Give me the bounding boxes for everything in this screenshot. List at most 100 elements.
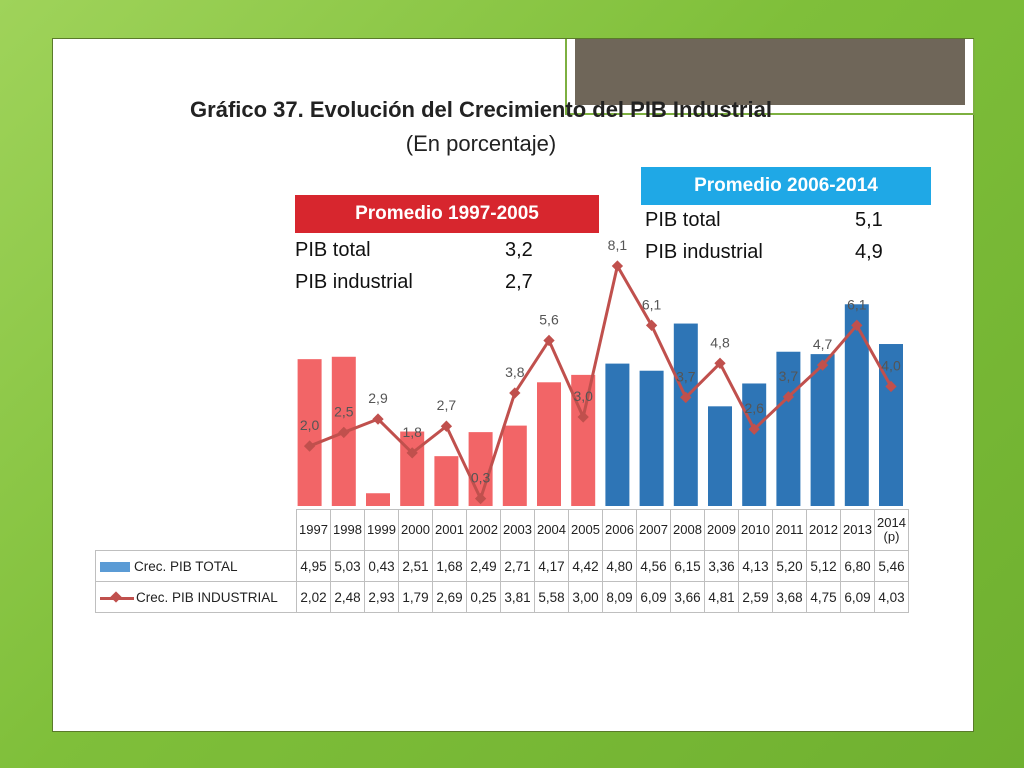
table-cell-pib-industrial: 8,09 bbox=[602, 581, 637, 613]
table-cell-pib-industrial: 2,02 bbox=[296, 581, 331, 613]
box1-pib-industrial-value: 2,7 bbox=[505, 271, 533, 293]
legend-bar-swatch bbox=[100, 561, 130, 572]
table-cell-pib-total: 5,12 bbox=[806, 550, 841, 582]
data-label: 6,1 bbox=[642, 296, 662, 312]
table-cell-pib-total: 4,17 bbox=[534, 550, 569, 582]
table-cell-pib-industrial: 4,81 bbox=[704, 581, 739, 613]
table-cell-pib-industrial: 3,68 bbox=[772, 581, 807, 613]
tick-label: 1997 bbox=[296, 509, 331, 551]
table-cell-pib-industrial: 2,59 bbox=[738, 581, 773, 613]
tick-label: 2013 bbox=[840, 509, 875, 551]
line-point-marker bbox=[748, 423, 760, 435]
table-cell-pib-total: 0,43 bbox=[364, 550, 399, 582]
table-cell-pib-industrial: 4,03 bbox=[874, 581, 909, 613]
line-point-marker bbox=[406, 447, 418, 459]
bar-pib-total bbox=[502, 425, 527, 506]
line-point-marker bbox=[885, 380, 897, 393]
line-point-marker bbox=[543, 334, 555, 347]
data-label: 6,1 bbox=[847, 296, 867, 312]
tick-label: 2007 bbox=[636, 509, 671, 551]
box1-pib-industrial-label: PIB industrial bbox=[295, 271, 413, 293]
box1-pib-total-label: PIB total bbox=[295, 239, 371, 261]
slide-top-tab bbox=[565, 39, 975, 115]
line-point-marker bbox=[645, 319, 658, 331]
data-label: 3,8 bbox=[505, 364, 525, 380]
data-label: 0,3 bbox=[471, 470, 491, 486]
table-cell-pib-industrial: 4,75 bbox=[806, 581, 841, 613]
data-label: 8,1 bbox=[608, 237, 628, 253]
bar-pib-total bbox=[776, 351, 801, 506]
line-pib-industrial bbox=[309, 261, 893, 503]
box2-pib-industrial-value: 4,9 bbox=[855, 241, 883, 263]
table-row-pib-total: Crec. PIB TOTAL 4,95 5,03 0,43 2,51 1,68 2,49… bbox=[95, 550, 909, 582]
line-point-marker bbox=[338, 426, 350, 439]
bar-pib-total bbox=[297, 359, 322, 506]
table-cell-pib-total: 2,51 bbox=[398, 550, 433, 582]
tick-label: 2000 bbox=[398, 509, 433, 551]
bar-pib-total bbox=[708, 406, 732, 506]
data-label: 3,7 bbox=[779, 368, 799, 384]
table-cell-pib-total: 1,68 bbox=[432, 550, 467, 582]
data-label: 3,7 bbox=[676, 368, 696, 384]
data-label: 1,8 bbox=[402, 424, 422, 440]
table-cell-pib-industrial: 5,58 bbox=[534, 581, 569, 613]
tick-label: 2009 bbox=[704, 509, 739, 551]
tick-label: 2004 bbox=[534, 509, 569, 551]
line-point-marker bbox=[816, 359, 829, 371]
tick-label: 2008 bbox=[670, 509, 705, 551]
tick-label: 2002 bbox=[466, 509, 501, 551]
table-cell-pib-total: 2,49 bbox=[466, 550, 501, 582]
line-point-marker bbox=[372, 413, 384, 425]
table-row-years: 1997 1998 1999 2000 2001 2002 2003 2004 2005 2006… bbox=[96, 509, 909, 551]
bar-pib-total bbox=[742, 383, 767, 506]
line-point-marker bbox=[782, 391, 795, 403]
box2-pib-industrial-label: PIB industrial bbox=[645, 241, 763, 263]
bar-pib-total bbox=[810, 354, 835, 506]
slide-frame: Gráfico 37. Evolución del Crecimiento de… bbox=[52, 38, 975, 732]
table-cell-pib-industrial: 2,69 bbox=[432, 581, 467, 613]
bar-pib-total bbox=[537, 382, 561, 506]
table-cell-pib-industrial: 2,93 bbox=[364, 581, 399, 613]
table-cell-pib-industrial: 3,00 bbox=[568, 581, 603, 613]
table-cell-pib-total: 3,36 bbox=[704, 550, 739, 582]
box2-pib-total-label: PIB total bbox=[645, 209, 721, 231]
data-label: 4,0 bbox=[881, 357, 901, 373]
data-table: 1997 1998 1999 2000 2001 2002 2003 2004 2005 2006… bbox=[95, 509, 909, 613]
bar-pib-total bbox=[673, 323, 698, 506]
table-cell-pib-total: 4,42 bbox=[568, 550, 603, 582]
tick-label: 2014 (p) bbox=[874, 509, 909, 551]
average-1997-2005-header: Promedio 1997-2005 bbox=[295, 195, 599, 233]
line-point-marker bbox=[440, 420, 453, 432]
data-label: 4,8 bbox=[710, 334, 730, 350]
line-point-marker bbox=[714, 357, 726, 369]
table-cell-pib-industrial: 3,66 bbox=[670, 581, 705, 613]
tick-label: 2010 bbox=[738, 509, 773, 551]
table-cell-pib-total: 4,56 bbox=[636, 550, 671, 582]
table-cell-pib-industrial: 3,81 bbox=[500, 581, 535, 613]
tick-label: 2001 bbox=[432, 509, 467, 551]
table-cell-pib-total: 4,80 bbox=[602, 550, 637, 582]
table-cell-pib-total: 5,46 bbox=[874, 550, 909, 582]
line-point-marker bbox=[611, 260, 624, 272]
table-cell-pib-total: 5,20 bbox=[772, 550, 807, 582]
tick-label: 2003 bbox=[500, 509, 535, 551]
average-2006-2014-header: Promedio 2006-2014 bbox=[641, 167, 931, 205]
table-cell-pib-total: 6,15 bbox=[670, 550, 705, 582]
tick-label: 1999 bbox=[364, 509, 399, 551]
table-cell-pib-total: 5,03 bbox=[330, 550, 365, 582]
tick-label: 2006 bbox=[602, 509, 637, 551]
tick-label: 2012 bbox=[806, 509, 841, 551]
bar-pib-total bbox=[639, 370, 664, 506]
tick-label: 2005 bbox=[568, 509, 603, 551]
data-label: 3,0 bbox=[573, 388, 593, 404]
data-label: 2,6 bbox=[744, 400, 764, 416]
bar-pib-total bbox=[366, 493, 390, 506]
data-label: 2,0 bbox=[300, 417, 320, 433]
table-cell-pib-industrial: 0,25 bbox=[466, 581, 501, 613]
data-label: 2,5 bbox=[334, 403, 354, 419]
table-cell-pib-industrial: 1,79 bbox=[398, 581, 433, 613]
line-point-marker bbox=[577, 411, 589, 423]
line-point-marker bbox=[303, 440, 316, 452]
table-cell-pib-industrial: 2,48 bbox=[330, 581, 365, 613]
data-label: 2,7 bbox=[437, 397, 457, 413]
